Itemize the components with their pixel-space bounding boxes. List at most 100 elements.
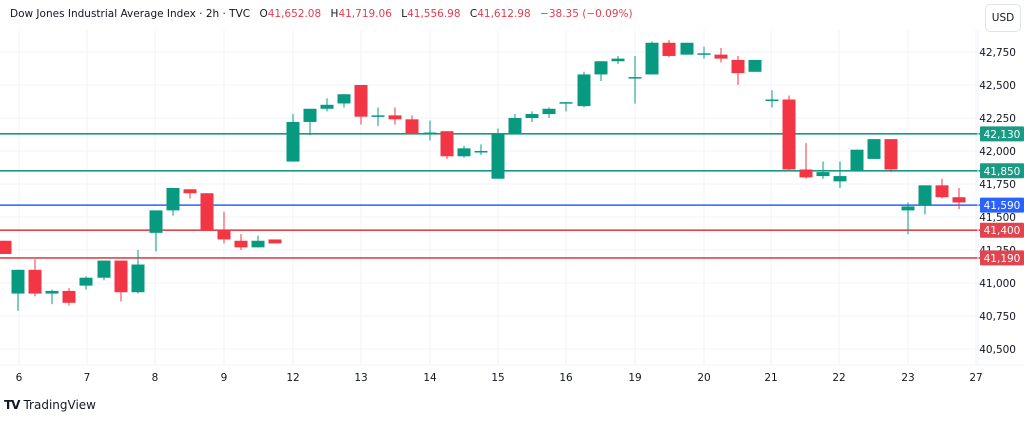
candle-bullish xyxy=(867,139,881,159)
time-tick-label: 14 xyxy=(423,372,437,384)
candle-body xyxy=(320,104,334,109)
time-tick-label: 6 xyxy=(16,372,23,384)
time-tick-label: 8 xyxy=(152,372,159,384)
candle-bearish xyxy=(0,240,12,254)
time-axis[interactable]: 6 7 8 9 12 13 14 15 16 19 20 21 22 23 27 xyxy=(16,372,983,384)
candle-body xyxy=(286,121,300,162)
candle-body xyxy=(131,264,145,293)
candle-body xyxy=(62,290,76,303)
candle-bullish xyxy=(286,114,300,162)
candle-body xyxy=(474,151,488,153)
candle-body xyxy=(45,290,59,294)
low-label: L xyxy=(401,8,408,20)
currency-button[interactable]: USD xyxy=(985,4,1021,32)
price-tick-label: 42,750 xyxy=(979,47,1016,59)
candle-bullish xyxy=(423,120,437,141)
candle-bullish xyxy=(97,260,111,281)
candle-body xyxy=(799,169,813,178)
candle-body xyxy=(680,42,694,55)
time-tick-label: 23 xyxy=(901,372,914,384)
symbol-legend: Dow Jones Industrial Average Index · 2h … xyxy=(10,8,633,20)
candle-body xyxy=(628,77,642,79)
candle-bearish xyxy=(440,131,454,159)
candle-body xyxy=(816,172,830,177)
candle-body xyxy=(525,114,539,118)
level-label-text: 41,850 xyxy=(984,166,1021,178)
time-tick-label: 21 xyxy=(764,372,777,384)
candle-body xyxy=(200,193,214,231)
candle-bullish xyxy=(337,94,351,108)
candle-body xyxy=(337,94,351,104)
candle-bullish xyxy=(45,289,59,305)
candle-body xyxy=(952,197,966,203)
candle-body xyxy=(149,210,163,233)
candle-bullish xyxy=(611,55,625,64)
candle-body xyxy=(901,206,915,211)
candle-body xyxy=(850,149,864,171)
candle-body xyxy=(97,260,111,278)
high-label: H xyxy=(330,8,339,20)
price-tick-label: 41,000 xyxy=(979,278,1016,290)
candle-bearish xyxy=(731,55,745,85)
candle-body xyxy=(714,54,728,59)
candle-body xyxy=(833,176,847,182)
candle-bullish xyxy=(79,276,93,290)
candle-body xyxy=(28,269,42,294)
time-tick-label: 27 xyxy=(969,372,982,384)
candle-body xyxy=(918,185,932,206)
price-tick-label: 42,000 xyxy=(979,146,1016,158)
candle-bullish xyxy=(149,210,163,252)
candle-body xyxy=(935,185,949,198)
candle-body xyxy=(748,59,762,72)
candle-bullish xyxy=(918,185,932,215)
candle-body xyxy=(388,115,402,120)
time-tick-label: 13 xyxy=(354,372,367,384)
candle-bullish xyxy=(697,46,711,59)
candle-body xyxy=(491,133,505,179)
candle-bullish xyxy=(251,235,265,248)
level-label-box xyxy=(980,250,1024,266)
tradingview-logo[interactable]: TV TradingView xyxy=(4,398,96,412)
price-tick-label: 41,750 xyxy=(979,179,1016,191)
candle-body xyxy=(542,108,556,115)
candle-bullish xyxy=(645,41,659,75)
grid-lines xyxy=(0,30,978,365)
candle-body xyxy=(645,42,659,75)
candle-body xyxy=(440,131,454,157)
candle-bullish xyxy=(850,149,864,171)
candle-bullish xyxy=(131,250,145,294)
level-label-box xyxy=(980,222,1024,238)
candle-body xyxy=(166,187,180,211)
candle-bullish xyxy=(765,90,779,108)
candle-body xyxy=(457,148,471,157)
price-tick-label: 40,750 xyxy=(979,311,1016,323)
candle-body xyxy=(0,240,12,254)
candles xyxy=(0,40,966,311)
open-label: O xyxy=(259,8,268,20)
candle-bullish xyxy=(577,71,591,108)
price-tick-label: 40,500 xyxy=(979,344,1016,356)
price-tick-label: 41,500 xyxy=(979,212,1016,224)
candle-body xyxy=(782,99,796,170)
candle-bearish xyxy=(200,193,214,231)
time-tick-label: 9 xyxy=(221,372,228,384)
candle-bullish xyxy=(166,187,180,216)
tradingview-brand: TradingView xyxy=(23,398,96,412)
candle-body xyxy=(559,102,573,104)
candle-bullish xyxy=(833,161,847,188)
candle-bearish xyxy=(405,115,419,134)
time-tick-label: 19 xyxy=(628,372,641,384)
close-label: C xyxy=(469,8,478,20)
candle-body xyxy=(765,99,779,102)
candle-body xyxy=(731,59,745,74)
level-label-text: 41,590 xyxy=(984,200,1021,212)
candle-bearish xyxy=(268,239,282,244)
horizontal-levels[interactable] xyxy=(0,133,980,259)
candle-bearish xyxy=(183,189,197,199)
candle-bearish xyxy=(662,40,676,58)
candle-bearish xyxy=(217,211,231,244)
candle-bearish xyxy=(234,234,248,250)
candle-bullish xyxy=(594,61,608,82)
